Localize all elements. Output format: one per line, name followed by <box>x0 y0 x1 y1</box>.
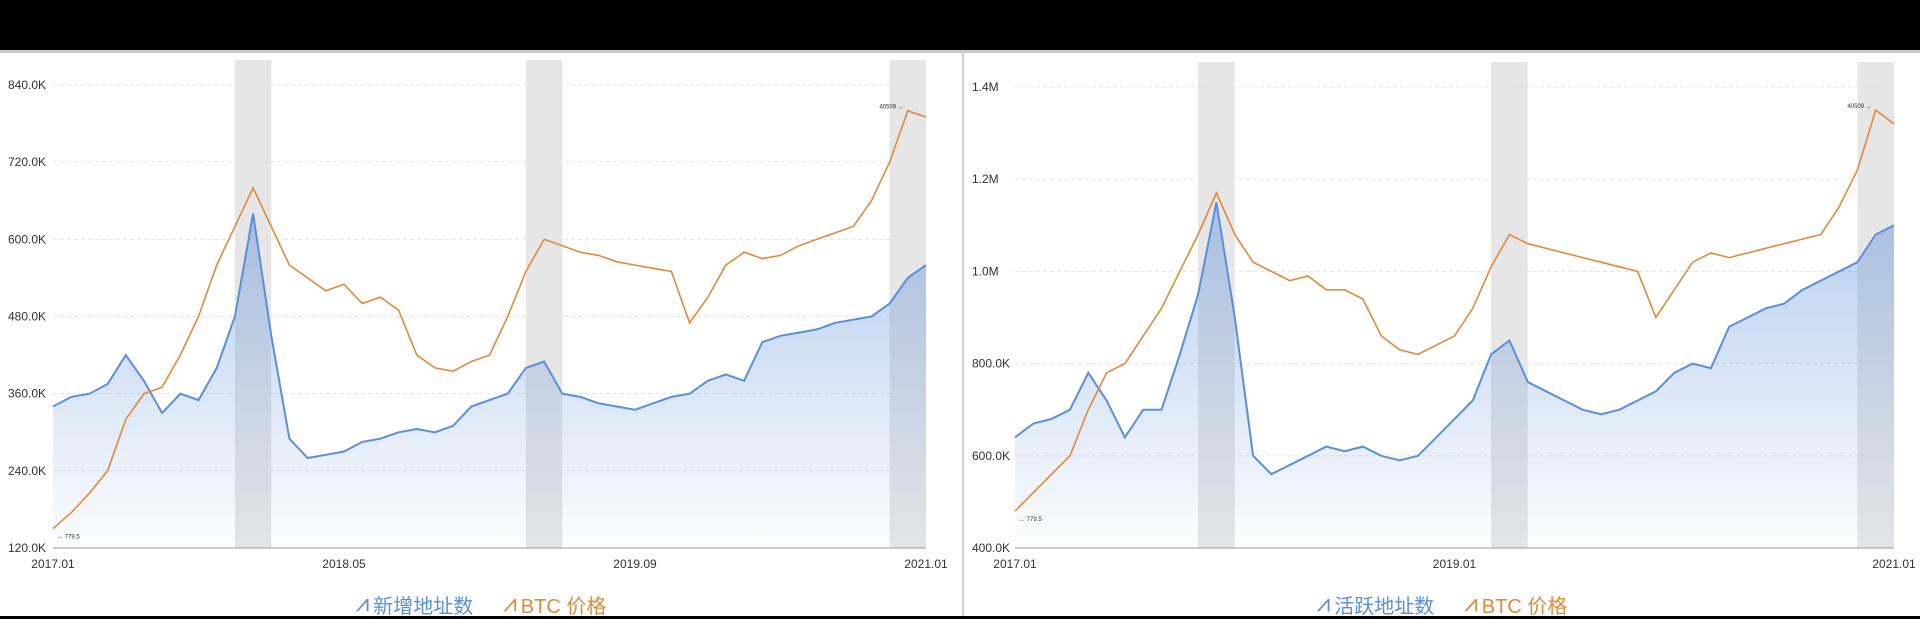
y-tick-label: 1.0M <box>972 264 999 278</box>
y-tick-label: 800.0K <box>972 357 1010 371</box>
y-tick-label: 120.0K <box>8 541 46 555</box>
legend-label-price: BTC 价格 <box>520 596 607 616</box>
chart-panel-active-addresses: 400.0K 600.0K 800.0K 1.0M 1.2M 1.4M 2017.01 201… <box>964 50 1920 616</box>
x-tick-label: 2017.01 <box>993 557 1037 571</box>
y-tick-label: 600.0K <box>8 232 46 246</box>
y-tick-label: 1.2M <box>972 172 999 186</box>
y-tick-label: 1.4M <box>972 80 999 94</box>
x-tick-label: 2019.01 <box>1433 557 1477 571</box>
legend-item-address: ⩘ 新增地址数 <box>355 590 474 617</box>
series-line-price <box>52 109 927 530</box>
x-tick-label: 2019.09 <box>613 557 657 571</box>
price-min-label: ← 779.5 <box>57 535 80 541</box>
y-tick-label: 840.0K <box>8 78 46 92</box>
chart-active-addresses: 400.0K 600.0K 800.0K 1.0M 1.2M 1.4M 2017.01 201… <box>972 62 1916 571</box>
legend-series-icon: ⩘ <box>1464 590 1478 616</box>
y-tick-label: 600.0K <box>972 449 1010 463</box>
series-line-address <box>1014 202 1895 476</box>
legend-label-address: 活跃地址数 <box>1334 596 1435 616</box>
panel-divider <box>962 50 964 616</box>
legend-series-icon: ⩘ <box>503 590 517 616</box>
y-tick-label: 400.0K <box>972 541 1010 555</box>
chart-new-addresses: 120.0K 240.0K 360.0K 480.0K 600.0K 720.0K 840.… <box>8 60 948 571</box>
legend-label-price: BTC 价格 <box>1481 596 1568 616</box>
legend-item-price: ⩘ BTC 价格 <box>1464 590 1568 617</box>
top-black-bar <box>0 0 1920 50</box>
series-line-price <box>1014 108 1895 512</box>
y-tick-label: 480.0K <box>8 310 46 324</box>
y-tick-label: 720.0K <box>8 155 46 169</box>
x-tick-label: 2021.01 <box>1872 557 1916 571</box>
x-tick-label: 2018.05 <box>322 557 366 571</box>
price-min-label: ← 779.5 <box>1019 517 1042 523</box>
series-area-address <box>1015 202 1894 549</box>
chart-panel-new-addresses: 120.0K 240.0K 360.0K 480.0K 600.0K 720.0K 840.… <box>0 50 962 616</box>
legend-item-address: ⩘ 活跃地址数 <box>1316 590 1435 617</box>
legend-series-icon: ⩘ <box>1316 590 1331 616</box>
price-max-label: 40509 → <box>1847 104 1871 110</box>
legend-series-icon: ⩘ <box>355 590 370 616</box>
legend-item-price: ⩘ BTC 价格 <box>503 590 607 617</box>
price-max-label: 40509 → <box>879 105 903 111</box>
y-tick-label: 240.0K <box>8 464 46 478</box>
legend: ⩘ 新增地址数 ⩘ BTC 价格 <box>0 590 962 617</box>
series-area-address <box>53 213 926 548</box>
legend-label-address: 新增地址数 <box>373 596 474 616</box>
y-tick-label: 360.0K <box>8 387 46 401</box>
x-tick-label: 2021.01 <box>904 557 948 571</box>
legend: ⩘ 活跃地址数 ⩘ BTC 价格 <box>964 590 1920 617</box>
x-tick-label: 2017.01 <box>31 557 75 571</box>
series-line-address <box>52 213 927 460</box>
